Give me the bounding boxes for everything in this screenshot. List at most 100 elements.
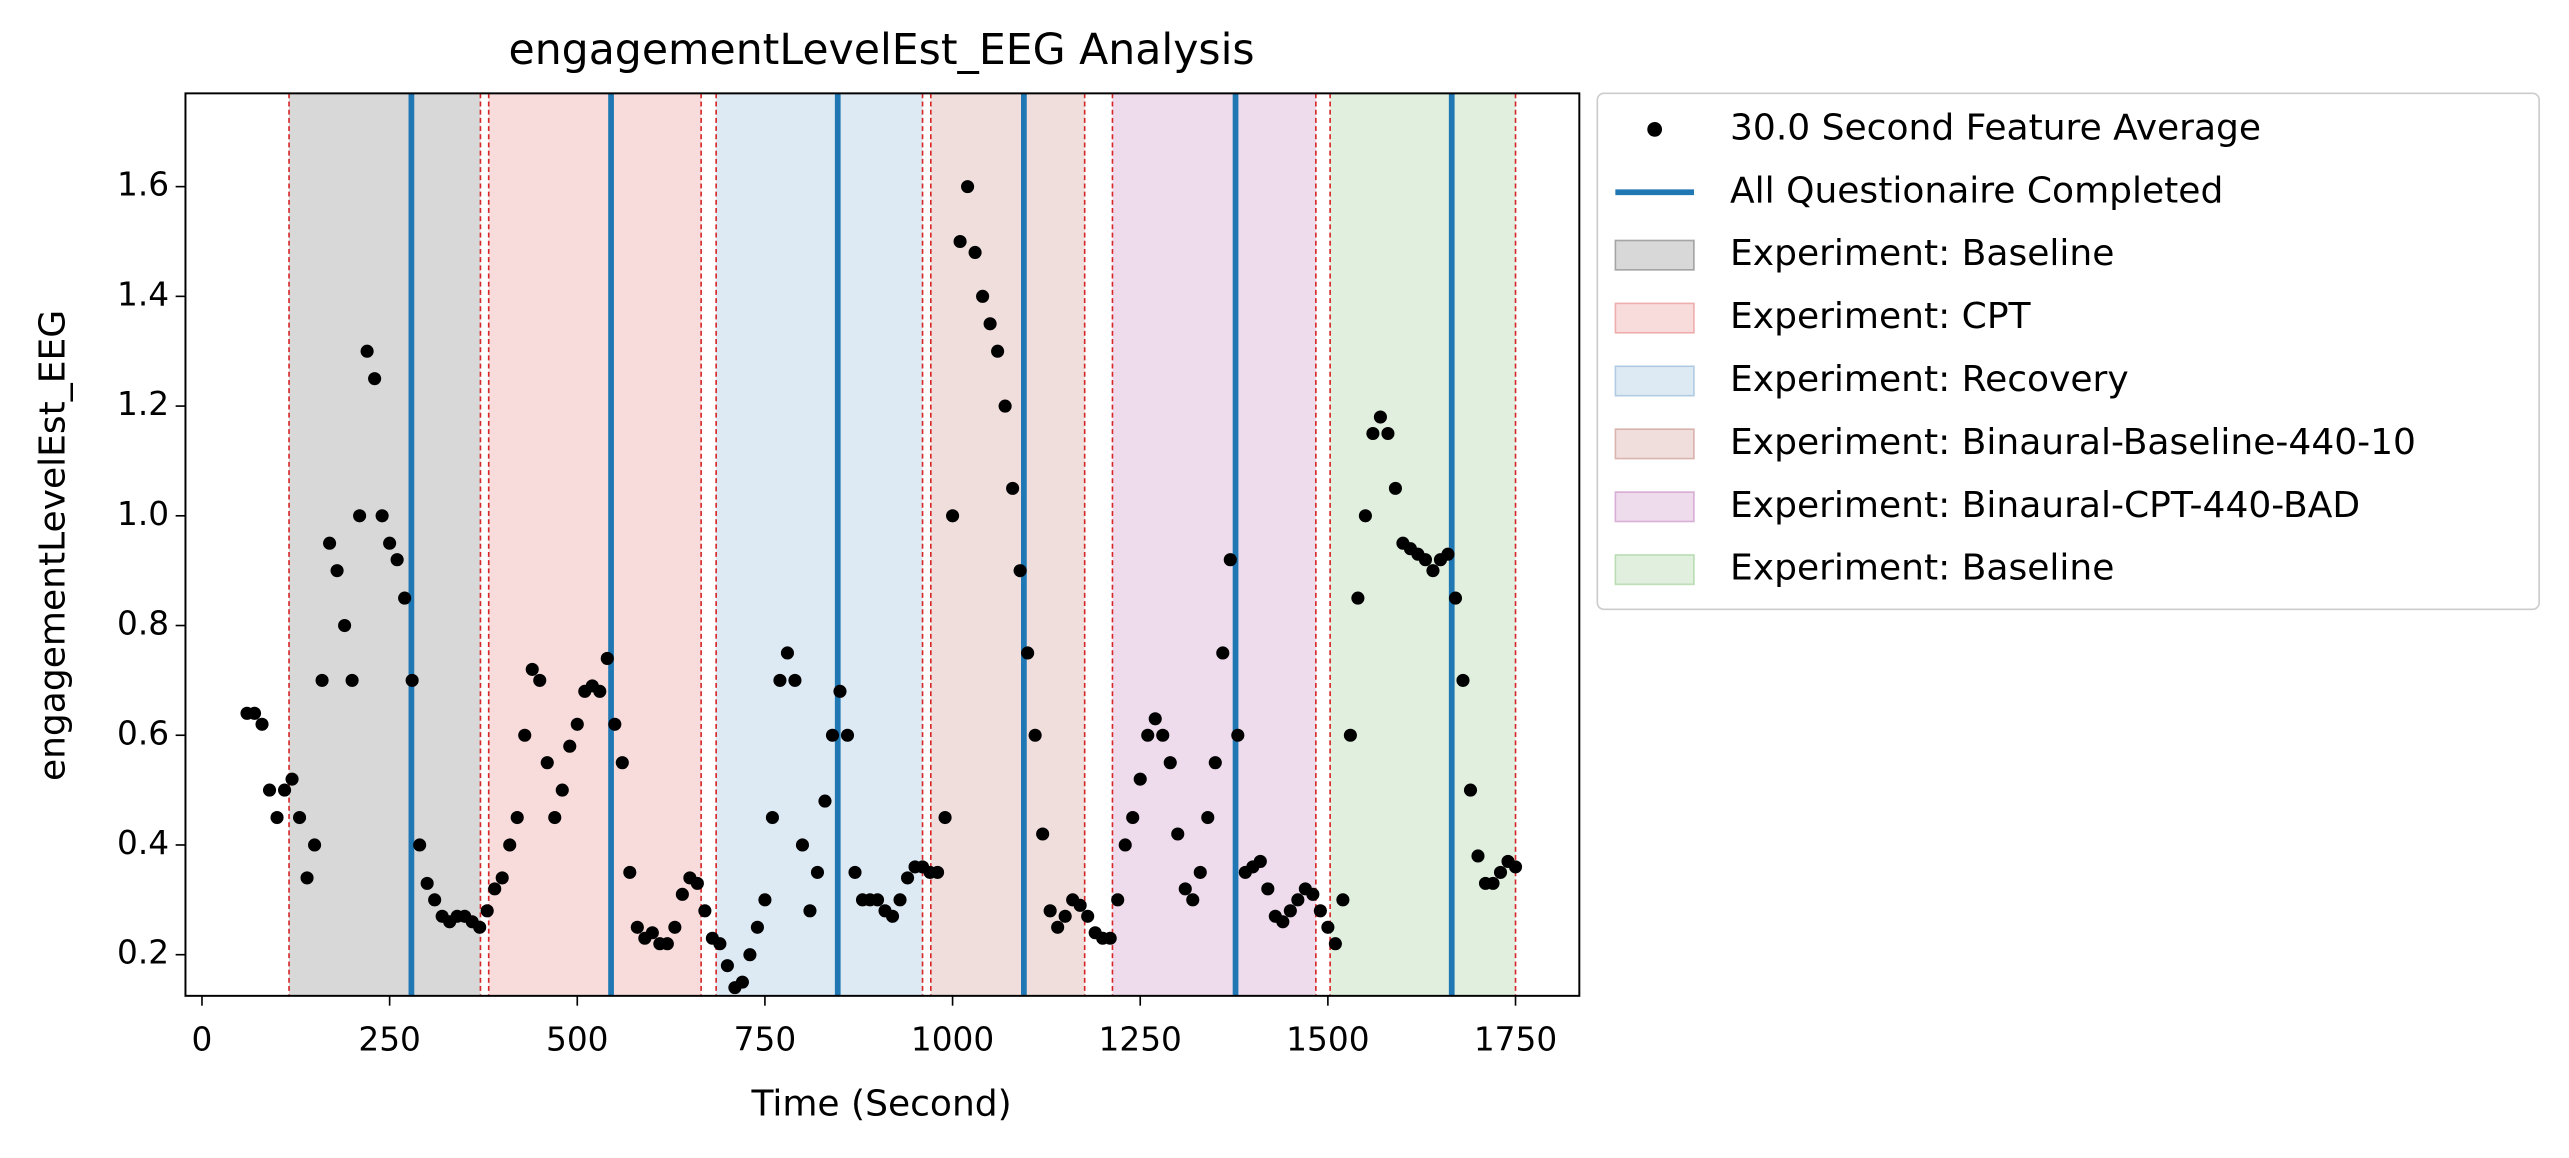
data-point xyxy=(833,684,847,698)
data-point xyxy=(495,871,509,885)
data-point xyxy=(255,717,269,731)
data-point xyxy=(375,509,389,523)
data-point xyxy=(1141,728,1155,742)
data-point xyxy=(1013,564,1027,578)
phase-span xyxy=(1330,93,1516,996)
data-point xyxy=(675,887,689,901)
data-point xyxy=(360,344,374,358)
data-point xyxy=(1418,553,1433,567)
data-point xyxy=(1231,728,1245,742)
data-point xyxy=(533,673,547,687)
data-point xyxy=(368,372,382,386)
data-point xyxy=(413,838,427,852)
data-point xyxy=(660,937,674,951)
data-point xyxy=(615,756,629,770)
data-point xyxy=(338,618,352,633)
data-point xyxy=(262,783,277,797)
data-point xyxy=(1448,591,1463,605)
plot-frame xyxy=(184,92,1581,997)
data-point xyxy=(1313,904,1327,918)
data-point xyxy=(773,673,787,687)
data-point xyxy=(931,865,945,879)
data-point xyxy=(315,673,329,687)
data-point xyxy=(1103,931,1117,945)
data-point xyxy=(285,772,299,786)
data-point xyxy=(390,553,404,567)
data-point xyxy=(405,673,419,687)
data-point xyxy=(1216,646,1230,660)
data-point xyxy=(938,810,952,825)
data-point xyxy=(795,838,810,852)
data-point xyxy=(1366,426,1380,441)
data-point xyxy=(788,673,802,687)
data-point xyxy=(1006,481,1020,495)
data-point xyxy=(308,838,322,852)
data-point xyxy=(818,794,832,808)
data-point xyxy=(750,920,764,934)
y-tick-label: 1.0 xyxy=(117,495,169,533)
data-point xyxy=(713,937,727,951)
legend-label: Experiment: Binaural-CPT-440-BAD xyxy=(1730,485,2360,526)
legend-marker xyxy=(1614,554,1695,586)
data-point xyxy=(1148,712,1162,726)
x-tick-label: 750 xyxy=(734,1021,797,1059)
data-point xyxy=(473,920,487,934)
data-point xyxy=(758,893,772,907)
data-point xyxy=(593,684,607,698)
x-tick-label: 250 xyxy=(358,1021,421,1059)
data-point xyxy=(330,564,344,578)
data-point xyxy=(420,876,434,890)
x-tick-label: 1750 xyxy=(1474,1021,1557,1059)
data-point xyxy=(1178,882,1192,896)
data-point xyxy=(480,904,494,918)
data-point xyxy=(1456,673,1470,687)
data-point xyxy=(293,810,307,825)
data-point xyxy=(976,289,990,303)
data-point xyxy=(1291,893,1305,907)
data-point xyxy=(1021,646,1035,660)
data-point xyxy=(1156,728,1170,742)
data-point xyxy=(540,756,554,770)
y-axis-label: engagementLevelEst_EEG xyxy=(32,310,73,781)
data-point xyxy=(323,536,337,550)
data-point xyxy=(345,673,359,687)
data-point xyxy=(1283,904,1297,918)
data-point xyxy=(1193,865,1207,879)
data-point xyxy=(810,865,825,879)
data-point xyxy=(1261,882,1275,896)
data-point xyxy=(630,920,644,934)
data-point xyxy=(608,717,622,731)
data-point xyxy=(1073,898,1087,912)
data-point xyxy=(825,728,840,742)
data-point xyxy=(503,838,517,852)
data-point xyxy=(1253,854,1267,868)
legend-label: Experiment: Baseline xyxy=(1730,233,2114,274)
data-point xyxy=(885,909,900,923)
y-tick-label: 0.6 xyxy=(117,714,169,752)
data-point xyxy=(803,904,817,918)
data-point xyxy=(893,893,907,907)
y-tick-label: 0.4 xyxy=(117,824,169,862)
data-point xyxy=(900,871,915,885)
data-point xyxy=(1171,827,1185,841)
data-point xyxy=(518,728,532,742)
phase-span xyxy=(716,93,923,996)
data-point xyxy=(1118,838,1132,852)
data-point xyxy=(1043,904,1057,918)
data-point xyxy=(488,882,502,896)
legend-label: Experiment: Baseline xyxy=(1730,548,2114,589)
data-point xyxy=(1381,426,1395,441)
x-tick-label: 500 xyxy=(546,1021,609,1059)
phase-span xyxy=(1112,93,1316,996)
data-point xyxy=(623,865,637,879)
data-point xyxy=(1358,509,1372,523)
data-point xyxy=(735,975,749,989)
data-point xyxy=(991,344,1005,358)
legend-box xyxy=(1596,92,2540,611)
data-point xyxy=(510,810,524,825)
legend-marker xyxy=(1614,239,1695,271)
data-point xyxy=(668,920,682,934)
data-point xyxy=(998,399,1012,413)
data-point xyxy=(1343,728,1357,742)
